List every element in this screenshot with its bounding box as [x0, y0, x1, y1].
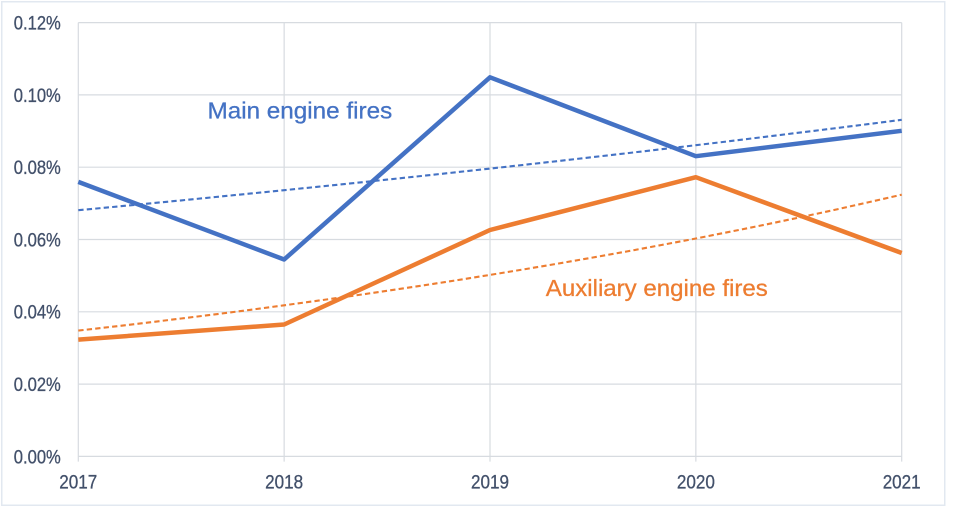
- svg-text:2018: 2018: [265, 472, 303, 493]
- svg-text:Auxiliary engine fires: Auxiliary engine fires: [546, 275, 768, 301]
- svg-text:2019: 2019: [471, 472, 509, 493]
- svg-text:0.08%: 0.08%: [14, 158, 61, 179]
- svg-text:0.10%: 0.10%: [14, 86, 61, 107]
- svg-text:2021: 2021: [883, 472, 921, 493]
- svg-text:0.06%: 0.06%: [14, 230, 61, 251]
- svg-text:Main engine fires: Main engine fires: [208, 98, 393, 124]
- svg-text:0.04%: 0.04%: [14, 303, 61, 324]
- svg-text:0.00%: 0.00%: [14, 447, 61, 468]
- svg-text:2017: 2017: [59, 472, 97, 493]
- svg-text:0.02%: 0.02%: [14, 375, 61, 396]
- svg-text:0.12%: 0.12%: [14, 14, 61, 35]
- svg-text:2020: 2020: [677, 472, 715, 493]
